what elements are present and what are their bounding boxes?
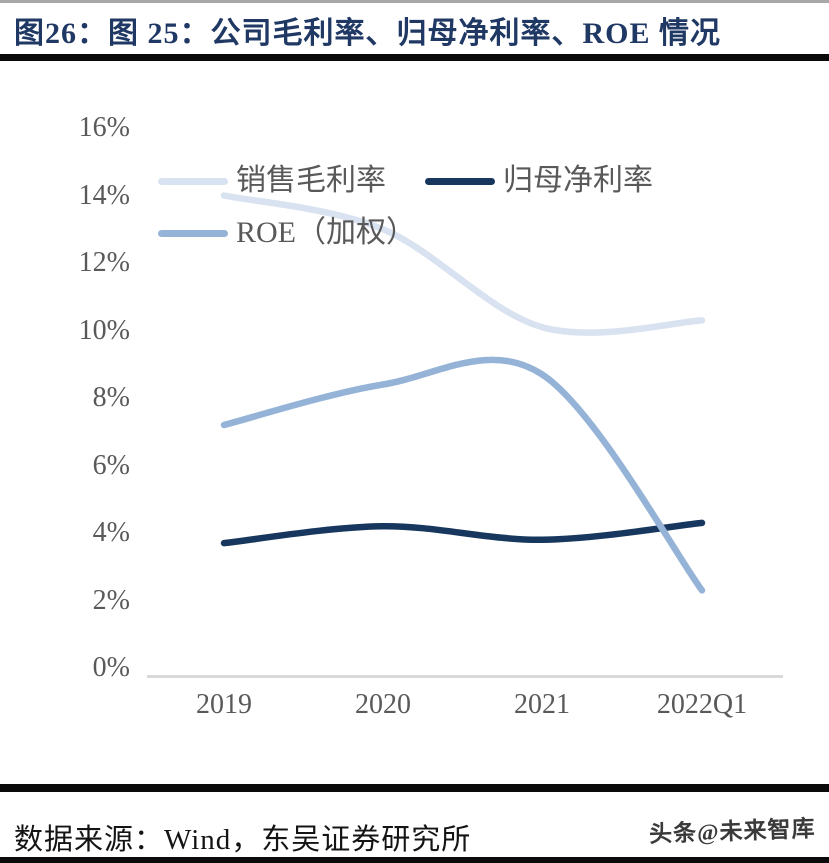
y-tick-label: 10%	[78, 314, 130, 346]
source-note: 数据来源：Wind，东吴证券研究所	[14, 824, 472, 856]
legend-label-gross-margin: 销售毛利率	[236, 164, 386, 197]
x-tick-label: 2020	[355, 689, 411, 720]
y-tick-label: 8%	[92, 382, 130, 413]
y-tick-label: 4%	[92, 517, 130, 548]
legend-label-roe: ROE（加权）	[236, 216, 416, 249]
legend-line-swatch-roe	[158, 229, 228, 237]
series-line-0	[220, 192, 706, 336]
legend-line-swatch-gross-margin	[158, 177, 228, 185]
top-divider	[0, 0, 829, 3]
series-line-1	[220, 519, 706, 547]
legend-item-gross-margin: 销售毛利率	[158, 165, 386, 197]
x-tick-label: 2022Q1	[656, 689, 748, 720]
title-divider	[0, 54, 829, 61]
y-tick-label: 0%	[92, 652, 130, 683]
watermark: 头条@未来智库	[648, 816, 816, 847]
x-tick-label: 2021	[514, 689, 570, 720]
legend-item-roe: ROE（加权）	[158, 217, 416, 249]
footer-divider	[0, 784, 829, 792]
y-tick-label: 12%	[78, 247, 130, 278]
legend-line-swatch-net-margin	[425, 177, 495, 185]
line-chart: 销售毛利率 归母净利率 ROE（加权） 0% 2% 4% 6% 8% 10% 12% 14% 1…	[0, 61, 829, 761]
series-line-2	[220, 356, 706, 594]
y-tick-label: 2%	[92, 584, 130, 616]
y-tick-label: 16%	[78, 112, 130, 143]
y-tick-label: 6%	[92, 449, 130, 481]
x-axis-line	[147, 675, 783, 678]
bottom-divider	[0, 857, 829, 863]
legend-label-net-margin: 归母净利率	[503, 164, 653, 197]
y-tick-label: 14%	[78, 179, 130, 211]
legend-item-net-margin: 归母净利率	[425, 165, 653, 197]
x-tick-label: 2019	[196, 689, 252, 720]
figure-title: 图26：图 25：公司毛利率、归母净利率、ROE 情况	[14, 17, 722, 50]
